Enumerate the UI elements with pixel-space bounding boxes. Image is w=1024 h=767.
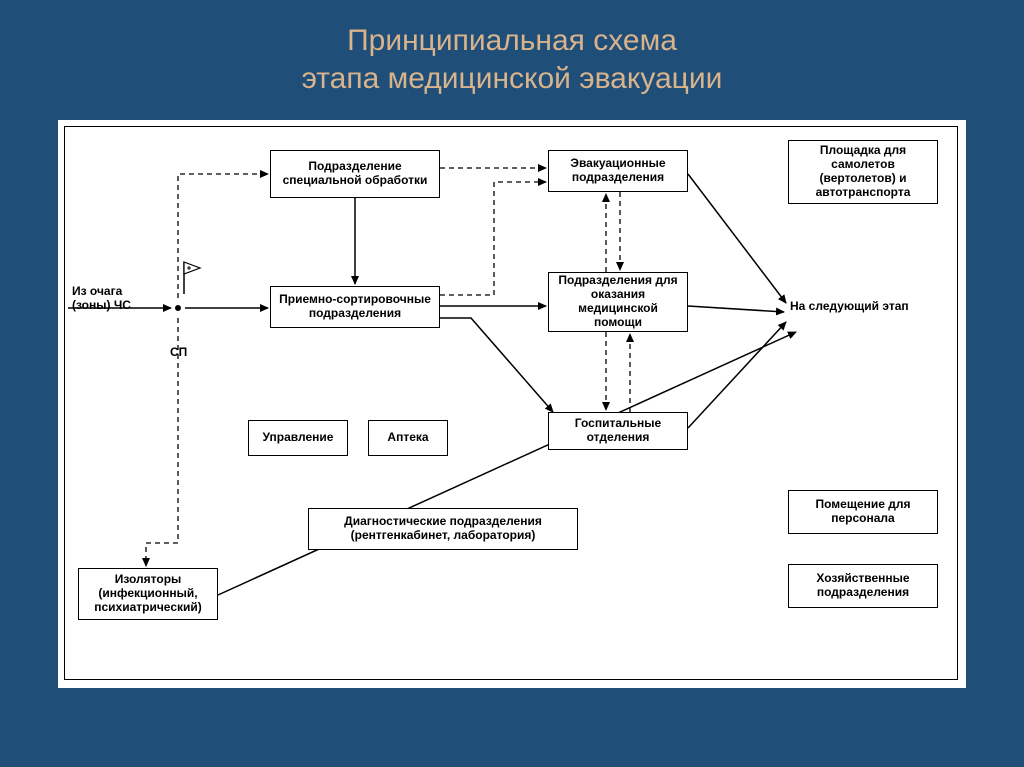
node-isolators: Изоляторы (инфекционный, психиатрический…: [78, 568, 218, 620]
flag-icon: [180, 258, 202, 301]
title-line1: Принципиальная схема: [347, 24, 677, 57]
node-household: Хозяйственные подразделения: [788, 564, 938, 608]
from-zone-label: Из очага (зоны) ЧС: [72, 285, 144, 313]
diagram-container: Из очага (зоны) ЧС СП На следующий этап …: [58, 120, 966, 688]
node-pharmacy: Аптека: [368, 420, 448, 456]
node-diagnostic: Диагностические подразделения (рентгенка…: [308, 508, 578, 550]
node-transport-area: Площадка для самолетов (вертолетов) и ав…: [788, 140, 938, 204]
node-medical-aid: Подразделения для оказания медицинской п…: [548, 272, 688, 332]
node-reception-sorting: Приемно-сортировочные подразделения: [270, 286, 440, 328]
title-line2: этапа медицинской эвакуации: [302, 62, 723, 95]
node-management: Управление: [248, 420, 348, 456]
node-special-processing: Подразделение специальной обработки: [270, 150, 440, 198]
node-evacuation: Эвакуационные подразделения: [548, 150, 688, 192]
page-title: Принципиальная схема этапа медицинской э…: [0, 0, 1024, 97]
node-personnel-room: Помещение для персонала: [788, 490, 938, 534]
node-hospital: Госпитальные отделения: [548, 412, 688, 450]
sp-label: СП: [170, 346, 187, 360]
next-stage-label: На следующий этап: [790, 300, 920, 314]
